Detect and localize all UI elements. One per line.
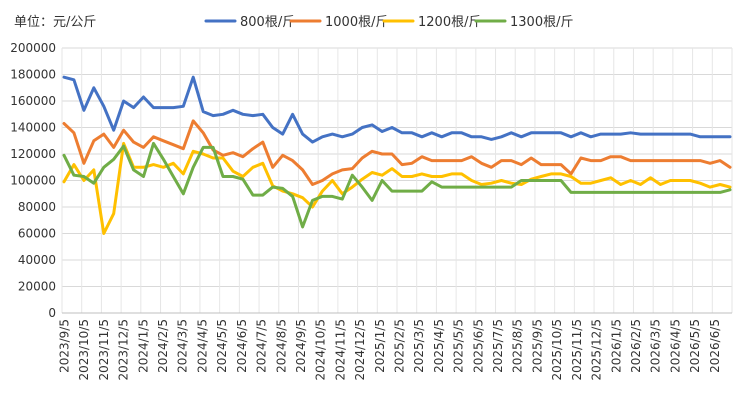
x-tick-label: 2024/12/5 [353, 319, 367, 381]
series-line-4 [62, 141, 732, 229]
legend: 800根/斤 1000根/斤 1200根/斤 1300根/斤 [204, 15, 573, 30]
x-tick-label: 2024/9/5 [294, 319, 308, 373]
x-tick-label: 2025/2/5 [393, 319, 407, 373]
x-tick-label: 2024/10/5 [314, 319, 328, 381]
x-tick-label: 2023/10/5 [77, 319, 91, 381]
x-tick-label: 2025/6/5 [471, 319, 485, 373]
x-tick-label: 2025/12/5 [590, 319, 604, 381]
y-tick-label: 20000 [18, 280, 56, 294]
y-tick-label: 200000 [10, 41, 56, 55]
x-tick-label: 2025/3/5 [412, 319, 426, 373]
legend-label-3: 1200根/斤 [418, 15, 481, 30]
y-tick-label: 120000 [10, 147, 56, 161]
x-tick-label: 2025/4/5 [432, 319, 446, 373]
y-tick-label: 60000 [18, 227, 56, 241]
x-tick-label: 2025/7/5 [491, 319, 505, 373]
x-tick-label: 2024/2/5 [156, 319, 170, 373]
x-tick-label: 2024/3/5 [176, 319, 190, 373]
series-lines [62, 75, 732, 235]
x-tick-label: 2024/4/5 [195, 319, 209, 373]
x-tick-label: 2024/11/5 [333, 319, 347, 381]
legend-label-4: 1300根/斤 [510, 15, 573, 30]
x-tick-label: 2024/1/5 [136, 319, 150, 373]
x-tick-label: 2026/6/5 [708, 319, 722, 373]
y-axis: 0 20000 40000 60000 80000 100000 120000 140000 1… [10, 41, 732, 320]
x-tick-label: 2023/9/5 [58, 319, 72, 373]
x-axis: 2023/9/5 2023/10/5 2023/11/5 2023/12/5 2024/… [58, 319, 722, 381]
x-tick-label: 2024/5/5 [215, 319, 229, 373]
x-tick-label: 2025/10/5 [550, 319, 564, 381]
y-tick-label: 140000 [10, 121, 56, 135]
x-tick-label: 2024/7/5 [255, 319, 269, 373]
x-tick-label: 2024/6/5 [235, 319, 249, 373]
series-line-1 [62, 75, 732, 144]
legend-label-2: 1000根/斤 [325, 15, 388, 30]
x-tick-label: 2026/5/5 [688, 319, 702, 373]
x-tick-label: 2024/8/5 [274, 319, 288, 373]
x-tick-label: 2026/3/5 [649, 319, 663, 373]
legend-label-1: 800根/斤 [240, 15, 295, 30]
x-tick-label: 2026/4/5 [668, 319, 682, 373]
y-tick-label: 40000 [18, 253, 56, 267]
series-line-3 [62, 141, 732, 235]
x-tick-label: 2023/12/5 [117, 319, 131, 381]
x-tick-label: 2025/11/5 [570, 319, 584, 381]
x-tick-label: 2023/11/5 [97, 319, 111, 381]
y-tick-label: 160000 [10, 94, 56, 108]
x-tick-label: 2025/9/5 [530, 319, 544, 373]
y-tick-label: 100000 [10, 174, 56, 188]
y-tick-label: 180000 [10, 68, 56, 82]
y-tick-label: 0 [48, 306, 56, 320]
x-tick-label: 2025/5/5 [452, 319, 466, 373]
unit-label: 单位：元/公斤 [14, 15, 96, 30]
grid [61, 47, 733, 314]
x-tick-label: 2026/2/5 [629, 319, 643, 373]
series-line-2 [62, 119, 732, 186]
x-tick-label: 2025/8/5 [511, 319, 525, 373]
y-tick-label: 80000 [18, 200, 56, 214]
x-tick-label: 2025/1/5 [373, 319, 387, 373]
x-tick-label: 2026/1/5 [609, 319, 623, 373]
